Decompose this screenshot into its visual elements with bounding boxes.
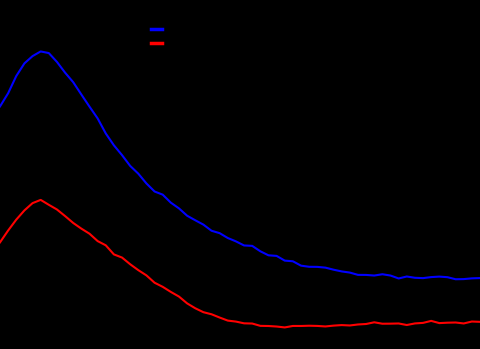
Legend:  ,  : , bbox=[149, 22, 175, 50]
